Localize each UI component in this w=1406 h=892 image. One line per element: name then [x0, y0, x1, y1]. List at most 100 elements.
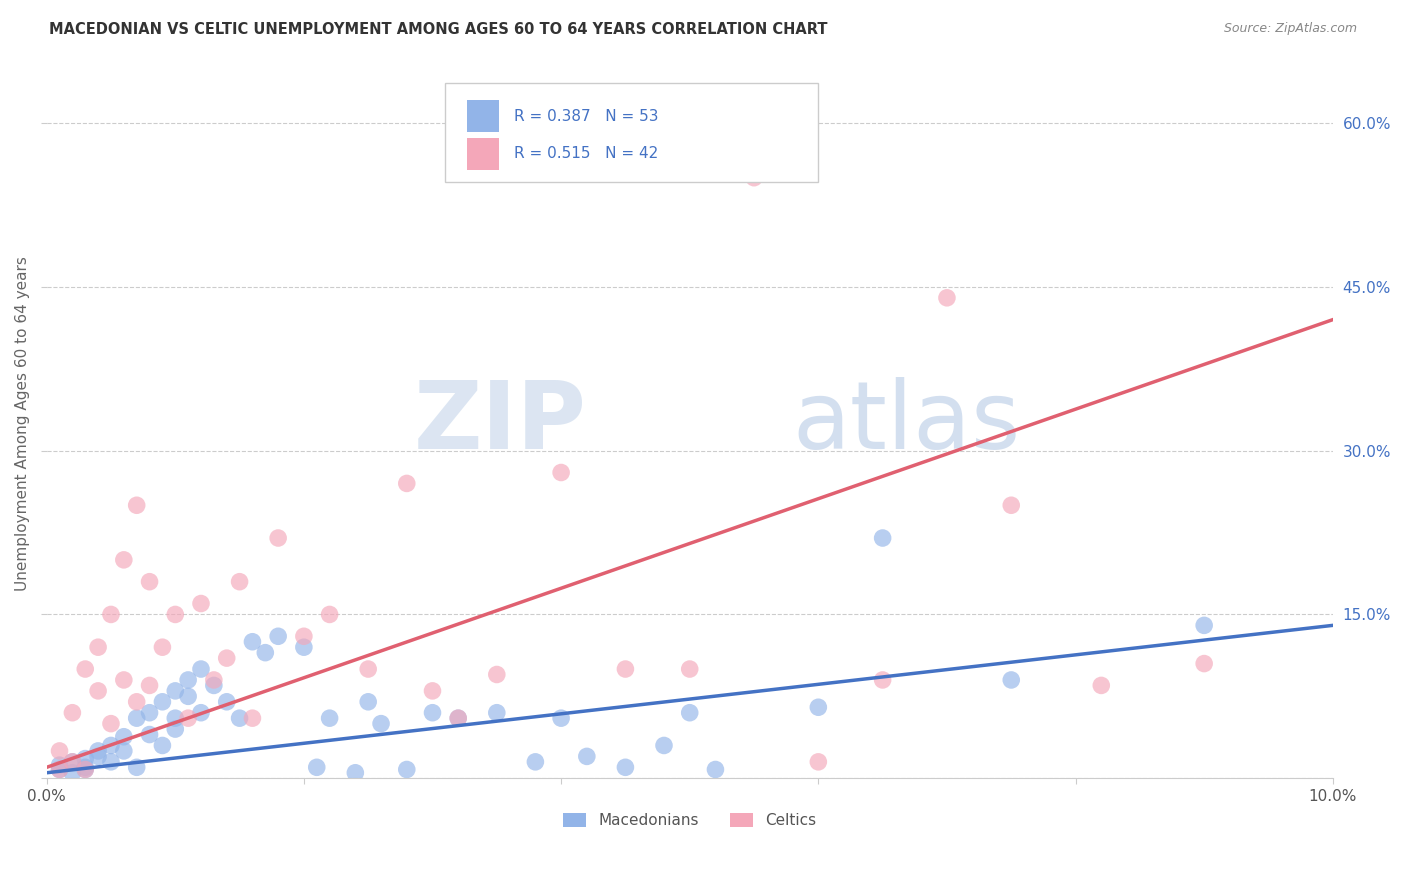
- Point: [152, 695, 174, 709]
- Point: [679, 706, 702, 720]
- Point: [190, 662, 212, 676]
- Point: [87, 749, 110, 764]
- Point: [1000, 498, 1022, 512]
- Point: [292, 629, 315, 643]
- Point: [614, 760, 637, 774]
- Point: [165, 722, 187, 736]
- Point: [318, 711, 340, 725]
- Point: [48, 744, 70, 758]
- Point: [1192, 618, 1215, 632]
- Point: [679, 662, 702, 676]
- Point: [177, 673, 200, 687]
- FancyBboxPatch shape: [446, 83, 818, 182]
- Point: [395, 763, 418, 777]
- Point: [447, 711, 470, 725]
- Point: [202, 678, 225, 692]
- Point: [422, 684, 444, 698]
- Point: [228, 711, 250, 725]
- Point: [485, 667, 508, 681]
- Point: [75, 751, 97, 765]
- Point: [1192, 657, 1215, 671]
- Point: [485, 706, 508, 720]
- Point: [165, 711, 187, 725]
- Point: [60, 755, 83, 769]
- Point: [138, 706, 160, 720]
- Text: MACEDONIAN VS CELTIC UNEMPLOYMENT AMONG AGES 60 TO 64 YEARS CORRELATION CHART: MACEDONIAN VS CELTIC UNEMPLOYMENT AMONG …: [49, 22, 828, 37]
- Point: [305, 760, 328, 774]
- Bar: [467, 138, 499, 170]
- Point: [152, 640, 174, 655]
- Point: [152, 739, 174, 753]
- Point: [1000, 673, 1022, 687]
- Point: [807, 700, 830, 714]
- Text: atlas: atlas: [793, 377, 1021, 469]
- Point: [318, 607, 340, 622]
- Point: [100, 716, 122, 731]
- Point: [357, 695, 380, 709]
- Point: [190, 597, 212, 611]
- Text: ZIP: ZIP: [413, 377, 586, 469]
- Point: [112, 553, 135, 567]
- Point: [60, 755, 83, 769]
- Point: [202, 673, 225, 687]
- Point: [872, 673, 894, 687]
- Point: [48, 758, 70, 772]
- Point: [87, 640, 110, 655]
- Point: [575, 749, 598, 764]
- Point: [652, 739, 675, 753]
- Point: [254, 646, 277, 660]
- Point: [125, 695, 148, 709]
- Point: [48, 763, 70, 777]
- Text: R = 0.515   N = 42: R = 0.515 N = 42: [513, 146, 658, 161]
- Point: [138, 727, 160, 741]
- Point: [807, 755, 830, 769]
- Point: [936, 291, 959, 305]
- Point: [87, 744, 110, 758]
- Point: [550, 711, 572, 725]
- Text: R = 0.387   N = 53: R = 0.387 N = 53: [513, 110, 658, 124]
- Point: [370, 716, 392, 731]
- Point: [215, 651, 238, 665]
- Point: [75, 662, 97, 676]
- Point: [228, 574, 250, 589]
- Point: [872, 531, 894, 545]
- Point: [75, 760, 97, 774]
- Point: [190, 706, 212, 720]
- Point: [177, 690, 200, 704]
- Point: [125, 711, 148, 725]
- Legend: Macedonians, Celtics: Macedonians, Celtics: [557, 807, 823, 834]
- Point: [165, 684, 187, 698]
- Point: [112, 744, 135, 758]
- Point: [165, 607, 187, 622]
- Point: [742, 170, 765, 185]
- Point: [87, 684, 110, 698]
- Point: [100, 739, 122, 753]
- Point: [422, 706, 444, 720]
- Point: [112, 730, 135, 744]
- Point: [614, 662, 637, 676]
- Text: Source: ZipAtlas.com: Source: ZipAtlas.com: [1223, 22, 1357, 36]
- Point: [125, 498, 148, 512]
- Bar: [467, 101, 499, 132]
- Point: [344, 765, 367, 780]
- Point: [215, 695, 238, 709]
- Point: [125, 760, 148, 774]
- Point: [550, 466, 572, 480]
- Point: [75, 763, 97, 777]
- Point: [177, 711, 200, 725]
- Point: [242, 711, 264, 725]
- Point: [138, 678, 160, 692]
- Point: [75, 763, 97, 777]
- Point: [447, 711, 470, 725]
- Point: [292, 640, 315, 655]
- Point: [357, 662, 380, 676]
- Point: [60, 706, 83, 720]
- Point: [524, 755, 547, 769]
- Y-axis label: Unemployment Among Ages 60 to 64 years: Unemployment Among Ages 60 to 64 years: [15, 256, 30, 591]
- Point: [1090, 678, 1112, 692]
- Point: [60, 765, 83, 780]
- Point: [704, 763, 727, 777]
- Point: [100, 755, 122, 769]
- Point: [267, 531, 290, 545]
- Point: [100, 607, 122, 622]
